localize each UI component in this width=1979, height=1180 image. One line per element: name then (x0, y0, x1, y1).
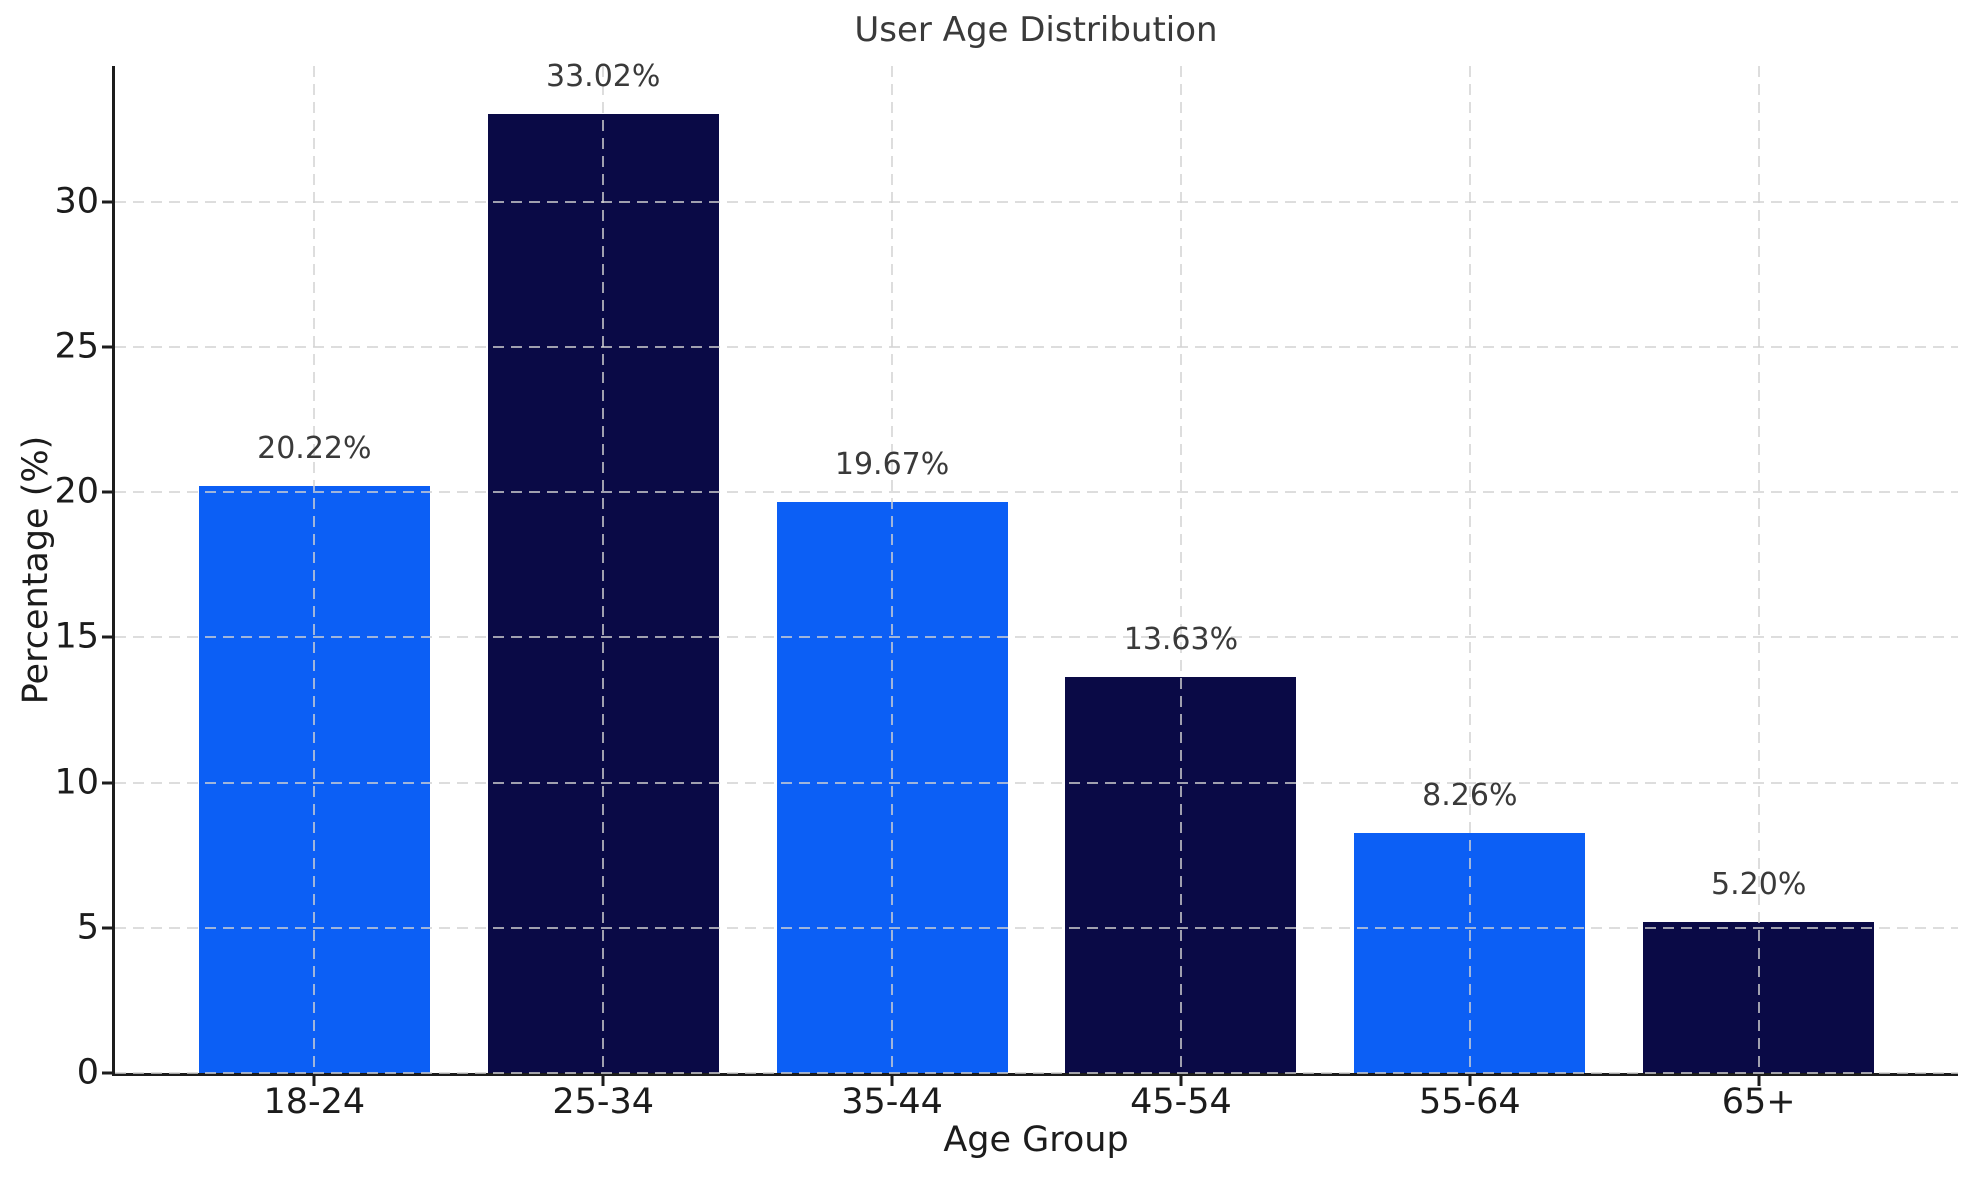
x-tick-mark (1179, 1076, 1183, 1086)
bar-value-label: 20.22% (257, 430, 372, 466)
x-tick-label: 18-24 (263, 1082, 366, 1122)
bar-value-label: 19.67% (834, 446, 950, 482)
bar-value-label: 13.63% (1123, 622, 1239, 658)
y-tick-label: 0 (76, 1052, 99, 1093)
x-tick-label: 55-64 (1418, 1082, 1521, 1122)
y-tick-mark (102, 490, 112, 494)
x-tick-label: 25-34 (552, 1082, 655, 1122)
y-tick-label: 20 (54, 471, 99, 512)
y-tick-mark (102, 926, 112, 930)
x-tick-mark (312, 1076, 316, 1086)
y-tick-mark (102, 200, 112, 204)
y-tick-mark (102, 781, 112, 785)
x-axis-label: Age Group (943, 1120, 1129, 1160)
y-axis-spine (112, 66, 115, 1073)
bar-value-label: 5.20% (1711, 866, 1807, 902)
x-tick-label: 45-54 (1130, 1082, 1232, 1122)
y-tick-mark (102, 345, 112, 349)
y-tick-label: 25 (54, 326, 99, 367)
x-tick-mark (601, 1076, 605, 1086)
y-tick-mark (102, 635, 112, 639)
plot-area: 0 5 10 15 20 25 30 18-24 20.22% 25-34 33.02% 35-44 1… (54, 61, 1958, 1121)
y-tick-mark (102, 1071, 112, 1075)
y-tick-label: 30 (54, 181, 99, 222)
x-tick-label: 65+ (1721, 1082, 1796, 1122)
bar-value-label: 33.02% (545, 58, 661, 94)
y-tick-label: 15 (54, 616, 99, 657)
x-axis-spine (112, 1073, 1958, 1076)
annotation-layer: 0 5 10 15 20 25 30 18-24 20.22% 25-34 33.02% 35-44 1… (54, 61, 1958, 1121)
x-tick-label: 35-44 (841, 1082, 943, 1122)
x-tick-mark (890, 1076, 894, 1086)
y-axis-label: Percentage (%) (16, 435, 56, 705)
bar-value-label: 8.26% (1422, 778, 1518, 814)
y-tick-label: 10 (54, 762, 99, 803)
x-tick-mark (1757, 1076, 1761, 1086)
chart-title: User Age Distribution (854, 10, 1218, 50)
x-tick-mark (1468, 1076, 1472, 1086)
y-tick-label: 5 (76, 907, 99, 948)
